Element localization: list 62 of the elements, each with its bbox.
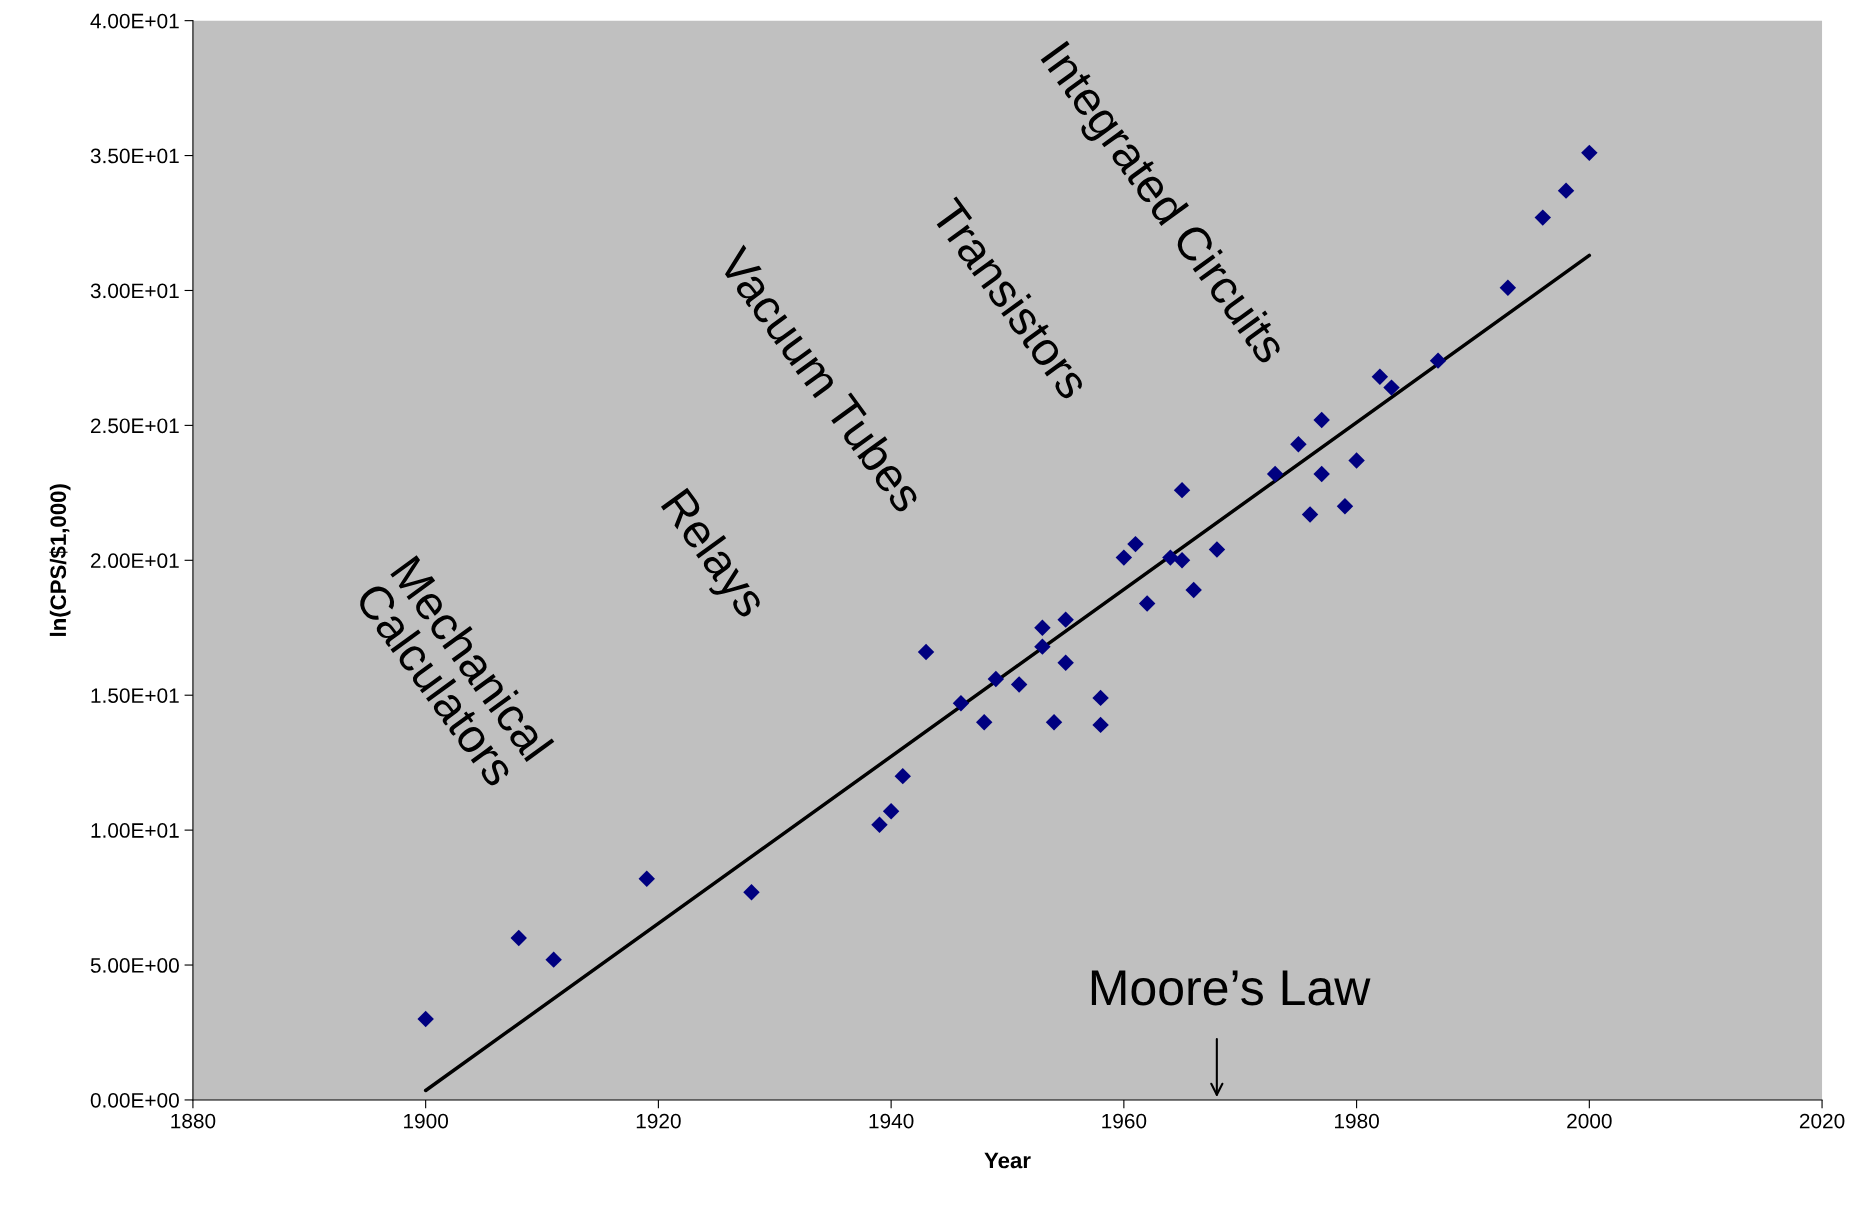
point: [1557, 182, 1575, 199]
point: [1208, 541, 1226, 558]
y-tick-label: 0.00E+00: [90, 1092, 179, 1108]
x-tick-label: 1900: [404, 1113, 449, 1129]
point: [1034, 638, 1051, 655]
point: [1045, 713, 1063, 731]
point: [1290, 436, 1307, 453]
x-tick-label: 1880: [171, 1113, 216, 1129]
point: [1162, 549, 1179, 566]
point: [1383, 379, 1400, 396]
point: [1534, 209, 1551, 226]
point: [1092, 689, 1109, 707]
point: [952, 695, 970, 712]
point: [1034, 619, 1051, 636]
point: [1092, 716, 1109, 734]
y-tick-label: 1.50E+01: [91, 688, 179, 703]
point: [1185, 581, 1202, 599]
point: [1313, 411, 1330, 429]
point: [871, 816, 888, 833]
y-tick-label: 5.00E+00: [90, 958, 179, 973]
point: [1010, 676, 1028, 693]
point: [638, 870, 655, 887]
point: [1336, 498, 1354, 515]
y-tick-label: 2.00E+01: [91, 553, 179, 569]
point: [976, 713, 993, 731]
point: [1348, 452, 1365, 469]
point: [417, 1010, 434, 1028]
point: [743, 883, 760, 901]
x-tick-label: 1940: [869, 1113, 914, 1129]
point: [882, 803, 900, 820]
x-tick-label: 2000: [1567, 1113, 1612, 1129]
y-tick-label: 4.00E+01: [90, 13, 179, 29]
point: [1173, 552, 1191, 569]
y-tick-label: 3.50E+01: [90, 148, 179, 164]
point: [1371, 368, 1389, 386]
y-axis-title: ln(CPS/$1,000): [49, 484, 71, 636]
y-tick-label: 3.00E+01: [90, 283, 179, 299]
point: [1313, 465, 1330, 483]
x-tick-label: 1920: [636, 1113, 681, 1129]
y-tick-label: 1.00E+01: [91, 823, 179, 838]
point: [545, 951, 562, 968]
x-axis-title: Year: [984, 1152, 1031, 1169]
point: [1499, 279, 1517, 296]
point: [1127, 535, 1144, 553]
point: [1115, 549, 1133, 566]
point: [987, 670, 1005, 688]
point: [894, 767, 911, 785]
annotation: Moore’s Law: [1091, 970, 1371, 1006]
point: [1138, 595, 1156, 612]
y-tick-label: 2.50E+01: [91, 418, 179, 434]
point: [1429, 352, 1447, 369]
point: [917, 643, 935, 661]
x-tick-label: 1980: [1335, 1113, 1379, 1129]
point: [1057, 654, 1074, 672]
point: [510, 929, 527, 947]
x-tick-label: 1960: [1102, 1113, 1147, 1129]
x-tick-label: 2020: [1799, 1113, 1845, 1129]
point: [1301, 506, 1319, 523]
point: [1581, 144, 1598, 162]
point: [1057, 611, 1074, 628]
point: [1173, 481, 1191, 499]
point: [1266, 465, 1284, 483]
